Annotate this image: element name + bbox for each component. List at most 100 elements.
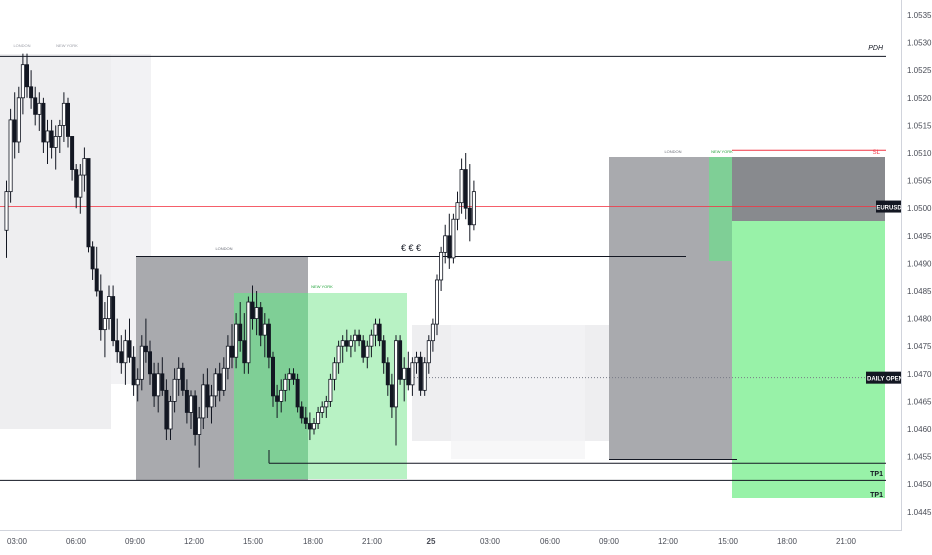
- session-label-4: LONDON: [664, 149, 681, 154]
- candle-body-92: [382, 341, 385, 363]
- candle-body-40: [169, 401, 172, 429]
- price-axis[interactable]: 1.05351.05301.05251.05201.05151.05101.05…: [902, 0, 932, 530]
- candle-body-65: [271, 357, 274, 396]
- candle-body-73: [304, 418, 307, 424]
- candle-body-16: [71, 136, 74, 169]
- time-tick-0: 03:00: [7, 537, 28, 546]
- candle-body-52: [218, 374, 221, 391]
- candle-body-58: [243, 341, 246, 363]
- candle-body-37: [157, 374, 160, 396]
- candle-body-95: [394, 341, 397, 407]
- session-label-5: NEW YORK: [711, 149, 733, 154]
- candle-body-111: [460, 170, 463, 203]
- candle-body-28: [120, 352, 123, 363]
- session-zone-asia-1: [0, 54, 111, 429]
- candle-body-112: [464, 170, 467, 209]
- candle-body-25: [107, 297, 110, 319]
- candle-body-86: [358, 335, 361, 341]
- time-tick-5: 18:00: [303, 537, 324, 546]
- candle-body-109: [452, 219, 455, 258]
- candle-body-33: [140, 346, 143, 379]
- candle-body-51: [214, 374, 217, 396]
- candle-body-83: [345, 341, 348, 347]
- candle-body-93: [386, 363, 389, 385]
- candle-body-3: [17, 98, 20, 142]
- candle-body-20: [87, 159, 90, 247]
- euro-annotation: € € €: [401, 243, 421, 253]
- candle-body-97: [403, 368, 406, 379]
- session-label-2: LONDON: [13, 43, 30, 48]
- candle-body-55: [230, 346, 233, 357]
- price-tick-15: 1.0460: [907, 425, 932, 434]
- pdh-label: PDH: [868, 45, 884, 52]
- price-tick-7: 1.0500: [907, 204, 932, 213]
- session-zone-asia-4: [451, 325, 585, 459]
- candle-body-24: [103, 319, 106, 330]
- candle-body-60: [251, 302, 254, 319]
- candle-body-27: [116, 341, 119, 352]
- candle-body-62: [259, 308, 262, 336]
- candle-body-4: [21, 65, 24, 98]
- candle-body-90: [374, 324, 377, 335]
- candle-body-14: [62, 103, 65, 125]
- candle-body-77: [321, 407, 324, 413]
- price-tick-8: 1.0495: [907, 232, 932, 241]
- time-tick-6: 21:00: [362, 537, 383, 546]
- time-tick-2: 09:00: [125, 537, 146, 546]
- candle-body-45: [189, 396, 192, 413]
- candle-body-101: [419, 357, 422, 390]
- candle-body-85: [353, 335, 356, 341]
- candle-body-30: [128, 341, 131, 358]
- candle-body-43: [181, 368, 184, 390]
- candle-body-32: [136, 379, 139, 385]
- candle-body-53: [222, 368, 225, 390]
- price-tick-6: 1.0505: [907, 177, 932, 186]
- candle-body-87: [362, 341, 365, 358]
- price-tick-5: 1.0510: [907, 149, 932, 158]
- candle-body-31: [132, 357, 135, 385]
- candle-body-13: [58, 125, 61, 136]
- candle-body-79: [329, 379, 332, 401]
- candle-body-72: [300, 407, 303, 418]
- price-tick-18: 1.0445: [907, 508, 932, 517]
- session-label-3: NEW YORK: [56, 43, 78, 48]
- candle-body-7: [34, 98, 37, 115]
- price-tick-17: 1.0450: [907, 480, 932, 489]
- candle-body-114: [472, 192, 475, 225]
- candle-body-18: [79, 175, 82, 197]
- candle-body-6: [30, 87, 33, 98]
- candle-body-99: [411, 363, 414, 385]
- candle-body-63: [263, 324, 266, 335]
- candle-body-56: [235, 324, 238, 357]
- price-tick-3: 1.0520: [907, 94, 932, 103]
- tp1-label-2: TP1: [870, 492, 883, 499]
- candle-body-54: [226, 346, 229, 368]
- candle-body-104: [431, 324, 434, 341]
- candle-body-106: [440, 252, 443, 280]
- price-tick-13: 1.0470: [907, 370, 932, 379]
- candle-body-5: [25, 65, 28, 87]
- tp1-label-1: TP1: [870, 471, 883, 478]
- candle-body-76: [317, 412, 320, 423]
- candle-body-68: [284, 379, 287, 390]
- candle-body-98: [407, 368, 410, 385]
- take-profit-zone[interactable]: [732, 221, 885, 498]
- candle-body-48: [202, 385, 205, 418]
- stop-loss-zone[interactable]: [732, 157, 885, 221]
- candle-body-44: [185, 390, 188, 412]
- candle-body-107: [444, 236, 447, 253]
- candle-body-57: [239, 324, 242, 341]
- candle-body-21: [91, 247, 94, 269]
- candle-body-94: [390, 385, 393, 407]
- time-tick-14: 21:00: [836, 537, 857, 546]
- candle-body-96: [399, 341, 402, 380]
- candle-body-71: [296, 379, 299, 407]
- candle-body-81: [337, 346, 340, 363]
- candle-body-75: [312, 423, 315, 429]
- candle-body-34: [144, 346, 147, 352]
- candle-body-100: [415, 357, 418, 363]
- candle-body-26: [112, 297, 115, 341]
